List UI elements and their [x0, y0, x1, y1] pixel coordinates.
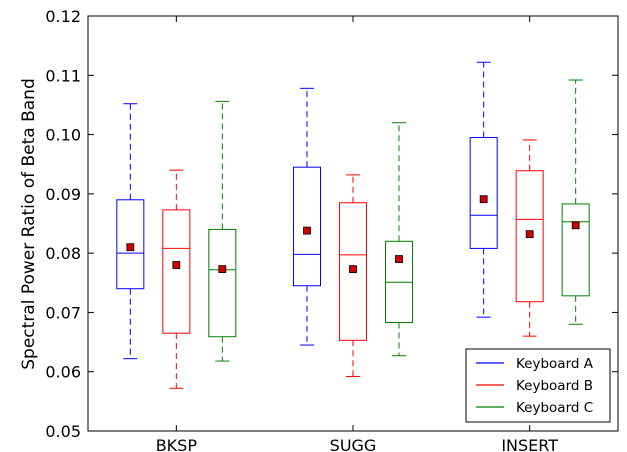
iqr-box	[339, 202, 367, 341]
box-keyboard-c-bksp	[208, 100, 237, 362]
y-tick-label: 0.05	[45, 422, 81, 441]
y-tick-label: 0.06	[45, 363, 81, 382]
iqr-box	[469, 137, 498, 249]
y-tick-label: 0.10	[45, 126, 81, 145]
iqr-box	[208, 228, 237, 338]
box-keyboard-b-sugg	[339, 174, 367, 377]
y-tick-label: 0.12	[45, 7, 81, 26]
box-keyboard-c-insert	[561, 79, 590, 325]
y-tick-label: 0.08	[45, 244, 81, 263]
legend-item-keyboard-b: Keyboard B	[476, 378, 593, 394]
box-keyboard-a-insert	[469, 61, 498, 318]
mean-marker	[571, 221, 580, 230]
mean-marker	[525, 230, 534, 239]
legend-label: Keyboard A	[516, 356, 594, 372]
mean-marker	[126, 243, 135, 252]
iqr-box	[116, 199, 145, 290]
mean-marker	[172, 261, 181, 269]
y-tick-label: 0.07	[45, 303, 81, 322]
axes: 0.05 0.06 0.07 0.08 0.09 0.10 0.11 0.12 BKSP SUGG…	[45, 7, 619, 452]
iqr-box	[515, 170, 544, 303]
x-tick-label: INSERT	[501, 436, 558, 452]
box-keyboard-a-sugg	[293, 87, 321, 346]
legend-label: Keyboard B	[516, 378, 593, 394]
y-tick-label: 0.09	[45, 185, 81, 204]
box-keyboard-a-bksp	[116, 103, 145, 360]
y-axis-label: Spectral Power Ratio of Beta Band	[19, 78, 39, 369]
x-tick-label: BKSP	[156, 436, 198, 452]
plot-area	[116, 61, 590, 389]
mean-marker	[218, 265, 227, 274]
iqr-box	[162, 209, 191, 334]
legend: Keyboard A Keyboard B Keyboard C	[465, 348, 611, 423]
mean-marker	[395, 255, 403, 263]
iqr-box	[293, 166, 321, 287]
mean-marker	[479, 195, 488, 204]
box-keyboard-b-insert	[515, 139, 544, 337]
y-tick-label: 0.11	[45, 66, 81, 85]
mean-marker	[303, 226, 311, 235]
legend-item-keyboard-c: Keyboard C	[476, 400, 593, 416]
box-keyboard-b-bksp	[162, 169, 191, 389]
legend-label: Keyboard C	[516, 400, 593, 416]
box-keyboard-c-sugg	[385, 122, 413, 357]
x-tick-label: SUGG	[330, 436, 377, 452]
iqr-box	[561, 203, 590, 297]
mean-marker	[349, 265, 357, 274]
legend-item-keyboard-a: Keyboard A	[476, 356, 594, 372]
